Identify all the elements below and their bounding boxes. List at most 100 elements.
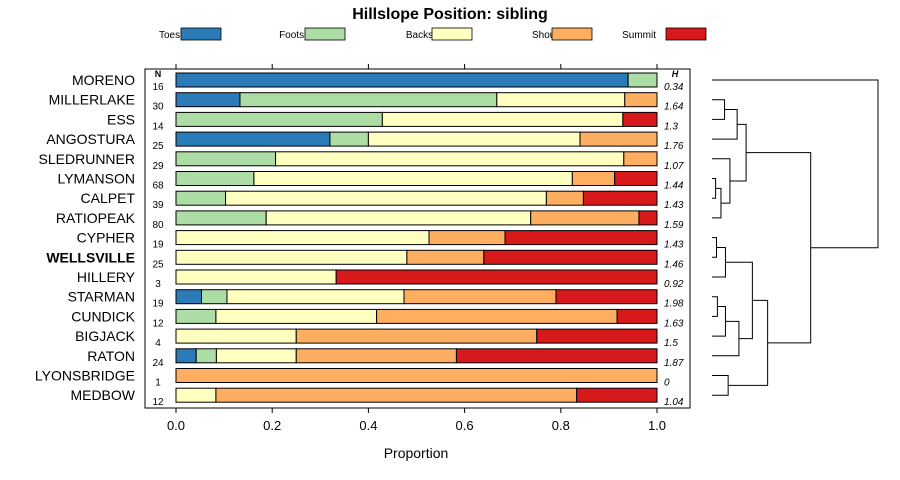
row-wellsville: WELLSVILLE 25 1.46 [46,249,684,270]
bar-segment-toeslope [175,131,331,147]
row-label: CYPHER [77,230,135,246]
bar-segment-shoulder [175,368,658,383]
row-h-value: 1.3 [664,121,678,132]
x-axis-label: Proportion [384,445,449,461]
dendrogram-link [712,99,726,120]
legend-label-toeslope: Toeslope [159,30,199,41]
row-h-value: 1.87 [664,358,684,369]
row-label: BIGJACK [75,328,136,344]
bar-segment-shoulder [295,328,538,344]
row-n-value: 29 [152,161,164,172]
row-n-value: 1 [155,378,161,389]
row-h-value: 1.07 [664,161,684,172]
row-label: MORENO [72,72,135,88]
row-n-value: 3 [155,279,161,290]
dendrogram-link [712,296,718,317]
h-column-header: H [672,69,679,79]
row-n-value: 4 [155,338,161,349]
legend-swatch-shoulder [551,27,593,41]
dendrogram-link [728,299,769,386]
bar-segment-footslope [175,151,277,167]
row-ratiopeak: RATIOPEAK 80 1.59 [56,210,684,231]
dendrogram-link [729,123,747,182]
row-label: SLEDRUNNER [39,151,135,167]
bar-segment-summit [582,190,658,206]
row-lymanson: LYMANSON 68 1.44 [57,171,683,192]
row-lyonsbridge: LYONSBRIDGE 1 0 [35,368,670,389]
row-label: RATON [87,348,135,364]
row-h-value: 1.44 [664,181,684,192]
row-n-value: 12 [152,397,164,408]
row-label: CALPET [81,190,136,206]
row-label: WELLSVILLE [46,249,135,265]
row-n-value: 39 [152,200,164,211]
bar-segment-footslope [175,190,227,206]
bar-segment-toeslope [175,92,241,108]
legend-swatch-toeslope [180,27,222,41]
bar-segment-shoulder [295,348,457,364]
bar-segment-toeslope [175,348,197,364]
row-cypher: CYPHER 19 1.43 [77,230,684,251]
x-tick-label: 0.4 [359,418,377,433]
bar-segment-summit [614,171,658,186]
dendrogram-link [712,237,717,258]
bar-segment-toeslope [175,289,202,305]
dendrogram-link [712,187,722,219]
bar-segment-shoulder [530,210,640,226]
row-label: MILLERLAKE [49,92,135,108]
row-n-value: 80 [152,220,164,231]
legend-swatch-backslope [431,27,473,41]
bar-segment-backslope [215,348,297,364]
row-n-value: 19 [152,240,164,251]
dendrogram-link [712,178,717,199]
row-label: LYONSBRIDGE [35,368,135,384]
row-angostura: ANGOSTURA 25 1.76 [46,131,684,152]
dendrogram-link [712,79,879,249]
row-hillery: HILLERY 3 0.92 [77,269,684,290]
row-calpet: CALPET 39 1.43 [81,190,684,211]
row-label: LYMANSON [57,171,135,187]
row-millerlake: MILLERLAKE 30 1.64 [49,92,684,113]
row-h-value: 1.43 [664,240,684,251]
row-ess: ESS 14 1.3 [107,111,678,132]
bar-segment-shoulder [579,131,658,147]
legend-label-footslope: Footslope [279,30,323,41]
row-label: MEDBOW [70,387,135,403]
dendrogram-link [712,109,738,140]
row-moreno: MORENO 16 0.34 [72,72,684,93]
legend-swatch-footslope [304,27,346,41]
row-h-value: 0.34 [664,82,684,93]
row-n-value: 25 [152,141,164,152]
bar-segment-shoulder [545,190,584,206]
legend-swatch-summit [665,27,707,41]
bar-segment-backslope [215,308,378,324]
x-tick-label: 0.2 [263,418,281,433]
bar-segment-summit [455,348,658,364]
bar-segment-summit [504,230,658,246]
row-n-value: 12 [152,318,164,329]
row-label: ANGOSTURA [46,131,135,147]
row-label: STARMAN [68,289,135,305]
bar-segment-toeslope [175,72,629,88]
chart-title: Hillslope Position: sibling [352,6,548,23]
dendrogram-link [712,246,726,278]
row-h-value: 1.63 [664,318,684,329]
bar-segment-backslope [275,151,625,167]
bar-segment-backslope [367,131,581,147]
bar-segment-footslope [175,111,383,127]
row-h-value: 1.46 [664,259,684,270]
x-axis: 0.0 0.2 0.4 0.6 0.8 1.0 [167,64,666,433]
bar-segment-backslope [175,328,297,344]
bar-segment-backslope [175,230,430,246]
x-tick-label: 0.6 [456,418,474,433]
row-h-value: 0 [664,378,670,389]
bar-segment-shoulder [376,308,618,324]
row-medbow: MEDBOW 12 1.04 [70,387,683,408]
bar-segment-backslope [226,289,405,305]
row-starman: STARMAN 19 1.98 [68,289,684,310]
row-n-value: 14 [152,121,164,132]
legend-label-backslope: Backslope [406,30,453,41]
row-bigjack: BIGJACK 4 1.5 [75,328,678,349]
row-label: ESS [107,111,135,127]
